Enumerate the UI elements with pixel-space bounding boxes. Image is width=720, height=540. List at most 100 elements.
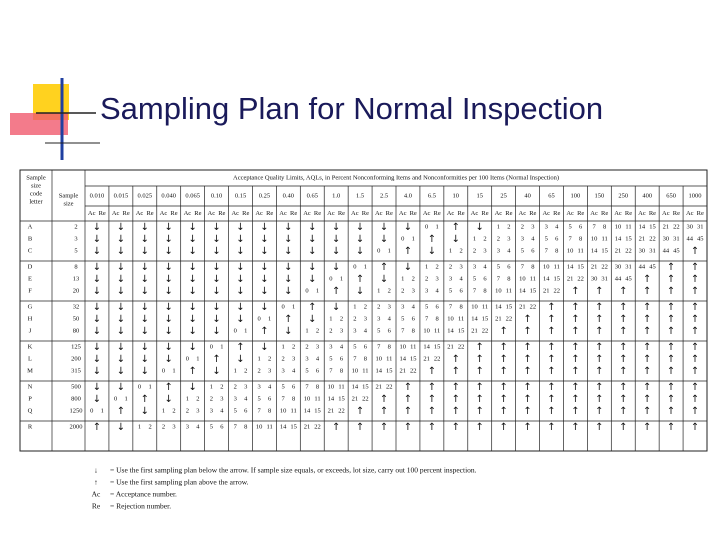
arrow: ↑ bbox=[404, 394, 412, 405]
arrow: ↓ bbox=[165, 354, 173, 365]
aql-value: 25 bbox=[500, 192, 507, 199]
arrow: ↑ bbox=[428, 406, 436, 417]
ac-number: 2 bbox=[521, 223, 524, 230]
arrow: ↑ bbox=[667, 286, 675, 297]
arrow: ↑ bbox=[691, 342, 699, 353]
arrow: ↓ bbox=[141, 274, 149, 285]
arrow: ↑ bbox=[619, 406, 627, 417]
re-label: Re bbox=[481, 210, 488, 217]
arrow: ↑ bbox=[571, 354, 579, 365]
re-number: 1 bbox=[101, 407, 104, 414]
re-number: 4 bbox=[196, 423, 200, 430]
arrow: ↑ bbox=[619, 302, 627, 313]
re-number: 3 bbox=[436, 275, 439, 282]
arrow: ↓ bbox=[404, 222, 412, 233]
arrow: ↑ bbox=[428, 394, 436, 405]
re-number: 15 bbox=[482, 315, 489, 322]
arrow: ↑ bbox=[643, 342, 651, 353]
arrow: ↑ bbox=[571, 314, 579, 325]
ac-number: 2 bbox=[377, 303, 380, 310]
re-number: 4 bbox=[220, 407, 224, 414]
ac-number: 10 bbox=[543, 263, 550, 270]
re-number: 4 bbox=[388, 315, 392, 322]
re-number: 45 bbox=[697, 235, 704, 242]
arrow: ↑ bbox=[667, 366, 675, 377]
arrow: ↓ bbox=[236, 222, 244, 233]
ac-number: 14 bbox=[495, 303, 502, 310]
arrow: ↓ bbox=[117, 246, 125, 257]
arrow: ↑ bbox=[523, 342, 531, 353]
re-number: 8 bbox=[555, 247, 558, 254]
ac-number: 21 bbox=[328, 407, 335, 414]
arrow: ↑ bbox=[212, 354, 220, 365]
ac-number: 0 bbox=[186, 355, 189, 362]
re-label: Re bbox=[338, 210, 345, 217]
code-letter: E bbox=[28, 275, 32, 282]
re-number: 22 bbox=[338, 407, 345, 414]
re-number: 6 bbox=[531, 247, 535, 254]
arrow: ↓ bbox=[236, 302, 244, 313]
re-number: 1 bbox=[148, 383, 151, 390]
re-number: 1 bbox=[196, 355, 199, 362]
arrow: ↑ bbox=[667, 354, 675, 365]
arrow: ↑ bbox=[499, 366, 507, 377]
re-number: 31 bbox=[601, 275, 608, 282]
ac-label: Ac bbox=[566, 210, 574, 217]
ac-number: 14 bbox=[615, 235, 622, 242]
ac-label: Ac bbox=[495, 210, 503, 217]
arrow: ↑ bbox=[452, 222, 460, 233]
ac-label: Ac bbox=[471, 210, 479, 217]
ac-number: 30 bbox=[687, 223, 694, 230]
arrow: ↓ bbox=[332, 262, 340, 273]
code-letter: A bbox=[28, 223, 33, 230]
re-number: 6 bbox=[268, 395, 272, 402]
ac-number: 3 bbox=[545, 223, 548, 230]
ac-number: 0 bbox=[114, 395, 117, 402]
ac-number: 1 bbox=[162, 407, 165, 414]
re-number: 1 bbox=[244, 327, 247, 334]
arrow: ↓ bbox=[165, 394, 173, 405]
arrow: ↑ bbox=[547, 354, 555, 365]
ac-number: 2 bbox=[353, 315, 356, 322]
ac-number: 5 bbox=[258, 395, 261, 402]
ac-number: 0 bbox=[329, 275, 332, 282]
arrow: ↑ bbox=[643, 274, 651, 285]
arrow: ↓ bbox=[284, 286, 292, 297]
re-number: 6 bbox=[459, 287, 463, 294]
ac-label: Ac bbox=[351, 210, 359, 217]
ac-number: 3 bbox=[210, 407, 213, 414]
aql-value: 0.65 bbox=[307, 192, 318, 199]
re-number: 1 bbox=[268, 315, 271, 322]
arrow: ↑ bbox=[523, 382, 531, 393]
re-number: 8 bbox=[388, 343, 391, 350]
re-number: 22 bbox=[482, 327, 489, 334]
re-number: 45 bbox=[673, 247, 680, 254]
ac-number: 10 bbox=[519, 275, 526, 282]
re-label: Re bbox=[123, 210, 130, 217]
ac-number: 2 bbox=[401, 287, 404, 294]
arrow: ↑ bbox=[499, 342, 507, 353]
arrow: ↑ bbox=[595, 422, 603, 433]
ac-number: 14 bbox=[352, 383, 359, 390]
arrow: ↓ bbox=[141, 406, 149, 417]
re-number: 4 bbox=[531, 235, 535, 242]
sample-size: 5 bbox=[74, 247, 77, 254]
arrow: ↑ bbox=[380, 394, 388, 405]
arrow: ↑ bbox=[452, 354, 460, 365]
ac-number: 14 bbox=[519, 287, 526, 294]
re-number: 6 bbox=[316, 367, 320, 374]
arrow: ↓ bbox=[93, 234, 101, 245]
arrow: ↓ bbox=[476, 222, 484, 233]
aql-value: 0.040 bbox=[161, 192, 176, 199]
arrow: ↓ bbox=[260, 246, 268, 257]
re-number: 15 bbox=[386, 367, 393, 374]
ac-number: 14 bbox=[376, 367, 383, 374]
arrow: ↑ bbox=[523, 354, 531, 365]
ac-number: 0 bbox=[258, 315, 261, 322]
ac-number: 21 bbox=[447, 343, 454, 350]
ac-number: 5 bbox=[425, 303, 428, 310]
arrow: ↑ bbox=[523, 314, 531, 325]
arrow: ↑ bbox=[691, 246, 699, 257]
arrow: ↑ bbox=[691, 302, 699, 313]
arrow: ↓ bbox=[260, 262, 268, 273]
